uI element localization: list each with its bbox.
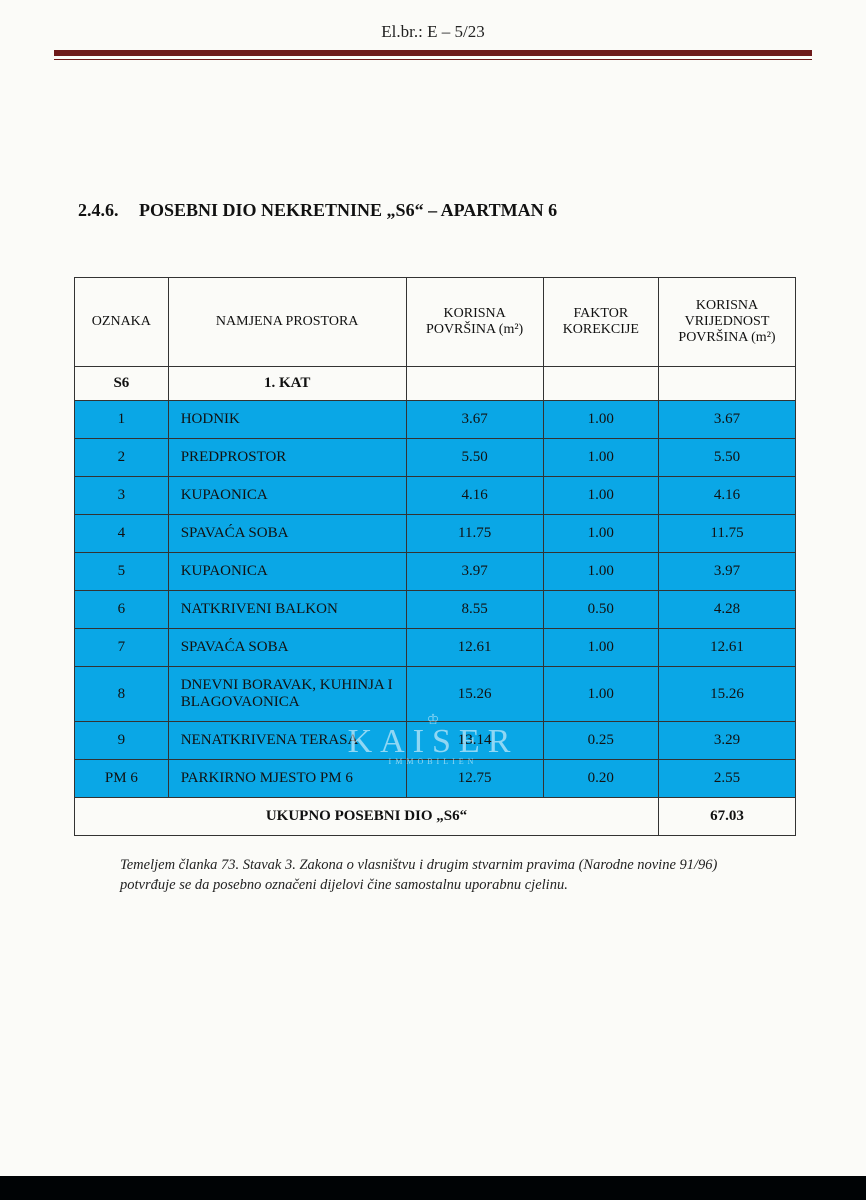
legal-footnote: Temeljem članka 73. Stavak 3. Zakona o v… bbox=[120, 856, 776, 895]
cell-value: 3.29 bbox=[658, 722, 795, 760]
cell-factor: 1.00 bbox=[543, 553, 658, 591]
cell-oznaka: 7 bbox=[75, 629, 169, 667]
table-row: 3KUPAONICA4.161.004.16 bbox=[75, 477, 796, 515]
cell-value: 11.75 bbox=[658, 515, 795, 553]
total-label: UKUPNO POSEBNI DIO „S6“ bbox=[75, 798, 659, 836]
table-row: 4SPAVAĆA SOBA11.751.0011.75 bbox=[75, 515, 796, 553]
table-row: 8DNEVNI BORAVAK, KUHINJA I BLAGOVAONICA1… bbox=[75, 667, 796, 722]
col-factor: FAKTOR KOREKCIJE bbox=[543, 278, 658, 367]
cell-factor: 1.00 bbox=[543, 629, 658, 667]
cell-value: 15.26 bbox=[658, 667, 795, 722]
table-row: 1HODNIK3.671.003.67 bbox=[75, 401, 796, 439]
cell-name: DNEVNI BORAVAK, KUHINJA I BLAGOVAONICA bbox=[168, 667, 406, 722]
area-table: OZNAKA NAMJENA PROSTORA KORISNA POVRŠINA… bbox=[74, 277, 796, 836]
cell-oznaka: 5 bbox=[75, 553, 169, 591]
cell-factor: 1.00 bbox=[543, 477, 658, 515]
col-area: KORISNA POVRŠINA (m²) bbox=[406, 278, 543, 367]
cell-name: SPAVAĆA SOBA bbox=[168, 629, 406, 667]
cell-name: NENATKRIVENA TERASA bbox=[168, 722, 406, 760]
cell-value: 4.28 bbox=[658, 591, 795, 629]
cell-area: 12.75 bbox=[406, 760, 543, 798]
cell-value: 3.67 bbox=[658, 401, 795, 439]
cell-area: 3.97 bbox=[406, 553, 543, 591]
cell-area: 4.16 bbox=[406, 477, 543, 515]
cell-value: 2.55 bbox=[658, 760, 795, 798]
cell-factor: 1.00 bbox=[543, 439, 658, 477]
cell-factor: 0.20 bbox=[543, 760, 658, 798]
section-heading: 2.4.6. POSEBNI DIO NEKRETNINE „S6“ – APA… bbox=[78, 200, 866, 221]
table-container: OZNAKA NAMJENA PROSTORA KORISNA POVRŠINA… bbox=[74, 277, 796, 836]
table-row: 6NATKRIVENI BALKON8.550.504.28 bbox=[75, 591, 796, 629]
cell-area: 12.61 bbox=[406, 629, 543, 667]
cell-oznaka: 3 bbox=[75, 477, 169, 515]
col-oznaka: OZNAKA bbox=[75, 278, 169, 367]
section-number: 2.4.6. bbox=[78, 200, 119, 220]
cell-factor: 1.00 bbox=[543, 401, 658, 439]
table-header-row: OZNAKA NAMJENA PROSTORA KORISNA POVRŠINA… bbox=[75, 278, 796, 367]
table-row: PM 6PARKIRNO MJESTO PM 612.750.202.55 bbox=[75, 760, 796, 798]
cell-oznaka: 8 bbox=[75, 667, 169, 722]
cell-area: 3.67 bbox=[406, 401, 543, 439]
cell-name: NATKRIVENI BALKON bbox=[168, 591, 406, 629]
cell-value: 4.16 bbox=[658, 477, 795, 515]
cell-area: 13.14 bbox=[406, 722, 543, 760]
cell-name: KUPAONICA bbox=[168, 477, 406, 515]
cell-value: 3.97 bbox=[658, 553, 795, 591]
cell-name: SPAVAĆA SOBA bbox=[168, 515, 406, 553]
cell-oznaka: 1 bbox=[75, 401, 169, 439]
cell-factor: 1.00 bbox=[543, 515, 658, 553]
table-row: 2PREDPROSTOR5.501.005.50 bbox=[75, 439, 796, 477]
cell-area: 5.50 bbox=[406, 439, 543, 477]
rule-thin bbox=[54, 59, 812, 60]
cell-area: 11.75 bbox=[406, 515, 543, 553]
cell-name: KUPAONICA bbox=[168, 553, 406, 591]
cell-oznaka: 4 bbox=[75, 515, 169, 553]
cell-oznaka: PM 6 bbox=[75, 760, 169, 798]
cell-value: 5.50 bbox=[658, 439, 795, 477]
cell-area: 8.55 bbox=[406, 591, 543, 629]
table-body: S6 1. KAT 1HODNIK3.671.003.672PREDPROSTO… bbox=[75, 367, 796, 836]
floor-code: S6 bbox=[75, 367, 169, 401]
cell-oznaka: 6 bbox=[75, 591, 169, 629]
col-namjena: NAMJENA PROSTORA bbox=[168, 278, 406, 367]
floor-label: 1. KAT bbox=[168, 367, 406, 401]
table-row: 9NENATKRIVENA TERASA13.140.253.29 bbox=[75, 722, 796, 760]
cell-factor: 1.00 bbox=[543, 667, 658, 722]
document-page: El.br.: E – 5/23 2.4.6. POSEBNI DIO NEKR… bbox=[0, 0, 866, 1200]
col-value: KORISNA VRIJEDNOST POVRŠINA (m²) bbox=[658, 278, 795, 367]
doc-ref: El.br.: E – 5/23 bbox=[0, 0, 866, 42]
cell-oznaka: 9 bbox=[75, 722, 169, 760]
table-row: 5KUPAONICA3.971.003.97 bbox=[75, 553, 796, 591]
total-value: 67.03 bbox=[658, 798, 795, 836]
cell-factor: 0.50 bbox=[543, 591, 658, 629]
table-row: 7SPAVAĆA SOBA12.611.0012.61 bbox=[75, 629, 796, 667]
cell-factor: 0.25 bbox=[543, 722, 658, 760]
cell-oznaka: 2 bbox=[75, 439, 169, 477]
floor-row: S6 1. KAT bbox=[75, 367, 796, 401]
bottom-band bbox=[0, 1176, 866, 1200]
total-row: UKUPNO POSEBNI DIO „S6“67.03 bbox=[75, 798, 796, 836]
cell-area: 15.26 bbox=[406, 667, 543, 722]
cell-name: PARKIRNO MJESTO PM 6 bbox=[168, 760, 406, 798]
section-title-text: POSEBNI DIO NEKRETNINE „S6“ – APARTMAN 6 bbox=[139, 200, 557, 220]
rule-thick bbox=[54, 50, 812, 56]
cell-name: PREDPROSTOR bbox=[168, 439, 406, 477]
cell-value: 12.61 bbox=[658, 629, 795, 667]
cell-name: HODNIK bbox=[168, 401, 406, 439]
